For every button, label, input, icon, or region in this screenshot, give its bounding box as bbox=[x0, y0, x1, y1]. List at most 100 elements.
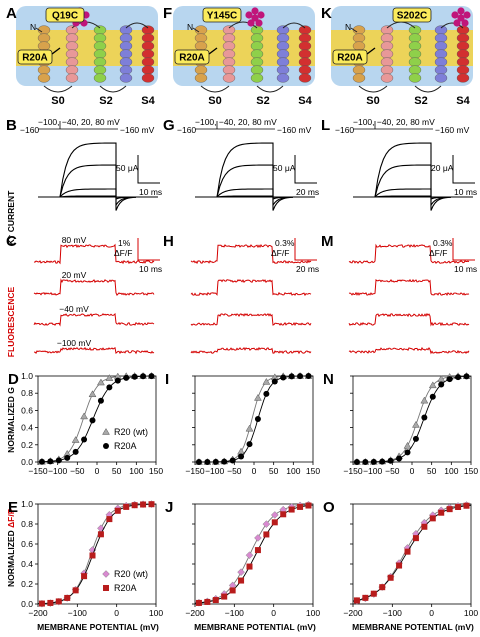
data-point-mut bbox=[229, 457, 236, 464]
x-tick-label: 50 bbox=[112, 466, 122, 476]
data-point-mut bbox=[140, 501, 147, 508]
fit-curve bbox=[353, 375, 472, 463]
data-point-mut bbox=[140, 373, 147, 380]
fluor-scale-unit: ΔF/F bbox=[114, 248, 132, 258]
y-tick-label: 0.2 bbox=[21, 440, 33, 450]
data-point-mut bbox=[370, 458, 377, 465]
data-point-wt bbox=[245, 424, 254, 432]
data-point-mut bbox=[47, 599, 54, 606]
data-point-wt bbox=[254, 534, 262, 542]
data-point-wt bbox=[262, 377, 271, 385]
data-point-mut bbox=[81, 436, 88, 443]
x-tick-label: −200 bbox=[343, 608, 362, 618]
y-tick-label: 0.4 bbox=[21, 559, 33, 569]
panel-label-C: C bbox=[6, 233, 17, 250]
fluorescence-trace bbox=[348, 312, 470, 327]
n-terminus-line bbox=[350, 27, 358, 33]
data-point-wt bbox=[253, 393, 262, 401]
current-scale-time: 10 ms bbox=[454, 187, 477, 197]
x-tick-label: −50 bbox=[227, 466, 242, 476]
segment-label-S2: S2 bbox=[99, 95, 112, 107]
x-tick-label: 100 bbox=[464, 608, 478, 618]
segment-label-S4: S4 bbox=[141, 95, 155, 107]
data-point-mut bbox=[404, 449, 411, 456]
protocol-steps-label: −100, −40, 20, 80 mV bbox=[38, 117, 120, 127]
fluorescence-trace bbox=[348, 346, 470, 355]
data-point-mut bbox=[412, 435, 419, 442]
fit-curve bbox=[352, 504, 472, 602]
data-point-mut bbox=[429, 393, 436, 400]
data-point-wt bbox=[411, 420, 420, 428]
protocol-steps-label: −100, −40, 20, 80 mV bbox=[353, 117, 435, 127]
data-point-mut bbox=[297, 373, 304, 380]
plot-E: E −200 −100 0 100 0.0 0.2 0.4 0.6 0.8 1.0 R20 (wt) R… bbox=[8, 499, 163, 618]
fluorescence-trace bbox=[33, 278, 155, 296]
panel-label-M: M bbox=[321, 233, 334, 250]
panel-label-N: N bbox=[323, 371, 334, 388]
helix-3 bbox=[119, 25, 133, 83]
r20a-arrow bbox=[366, 47, 376, 55]
data-point-mut bbox=[387, 457, 394, 464]
helix-s4 bbox=[456, 25, 470, 83]
x-tick-label: 100 bbox=[129, 466, 143, 476]
data-point-mut bbox=[89, 417, 96, 424]
data-point-mut bbox=[238, 577, 245, 584]
data-point-wt bbox=[105, 374, 114, 381]
loop bbox=[125, 22, 149, 29]
plot-N: N −150 −100 −50 0 50 100 150 bbox=[323, 371, 478, 476]
r20a-label: R20A bbox=[179, 53, 205, 64]
panel-label-B: B bbox=[6, 117, 17, 134]
data-point-wt bbox=[403, 441, 412, 449]
data-point-mut bbox=[362, 594, 369, 601]
data-point-mut bbox=[221, 593, 228, 600]
data-point-mut bbox=[212, 597, 219, 604]
r20a-arrow bbox=[51, 47, 61, 55]
data-point-mut bbox=[204, 458, 211, 465]
protocol-tail-label: −160 mV bbox=[277, 125, 312, 135]
loop bbox=[256, 85, 284, 93]
fluor-scale-pct: 0.3% bbox=[275, 238, 295, 248]
x-tick-label: 0 bbox=[252, 466, 257, 476]
y-tick-label: 0.0 bbox=[21, 599, 33, 609]
fluorescence-traces bbox=[190, 244, 312, 355]
data-point-mut bbox=[114, 507, 121, 514]
data-point-mut bbox=[148, 501, 155, 508]
x-tick-label: 0 bbox=[114, 608, 119, 618]
data-point-mut bbox=[72, 587, 79, 594]
x-tick-label: −50 bbox=[70, 466, 85, 476]
fit-curve bbox=[37, 503, 156, 605]
data-point-mut bbox=[404, 548, 411, 555]
fluor-scale-unit: ΔF/F bbox=[271, 248, 289, 258]
data-point-mut bbox=[131, 502, 138, 509]
fluor-scale-bar bbox=[452, 238, 475, 261]
x-axis-title: MEMBRANE POTENTIAL (mV) bbox=[37, 622, 159, 632]
side-label-normalized-g: NORMALIZED G bbox=[6, 387, 16, 453]
current-scale-time: 20 ms bbox=[296, 187, 319, 197]
data-point-mut bbox=[353, 458, 360, 465]
side-label-current: K⁺ CURRENT bbox=[6, 190, 16, 245]
data-point-mut bbox=[148, 373, 155, 380]
r20a-arrow bbox=[208, 47, 218, 55]
fluorescence-trace bbox=[348, 278, 470, 297]
data-point-mut bbox=[379, 458, 386, 465]
data-point-mut bbox=[64, 594, 71, 601]
mutation-box bbox=[202, 7, 242, 23]
current-trace bbox=[59, 142, 137, 211]
current-traces bbox=[353, 142, 473, 211]
plot-I: I −150 −100 −50 0 50 100 150 bbox=[165, 371, 320, 476]
data-point-mut bbox=[263, 531, 270, 538]
current-trace bbox=[374, 195, 452, 198]
x-tick-label: 50 bbox=[427, 466, 437, 476]
fluorescence-traces bbox=[348, 243, 470, 355]
data-point-mut bbox=[38, 458, 45, 465]
legend-marker-wt bbox=[102, 428, 110, 435]
data-point-mut bbox=[204, 598, 211, 605]
fluorophore-dye bbox=[245, 7, 265, 27]
legend-label-wt: R20 (wt) bbox=[114, 569, 148, 579]
trace-label: 20 mV bbox=[62, 270, 87, 280]
n-terminus-label: N bbox=[345, 22, 351, 32]
x-tick-label: −100 bbox=[363, 466, 382, 476]
fit-curve bbox=[352, 504, 472, 603]
y-tick-label: 1.0 bbox=[21, 499, 33, 509]
data-point-mut bbox=[114, 377, 121, 384]
